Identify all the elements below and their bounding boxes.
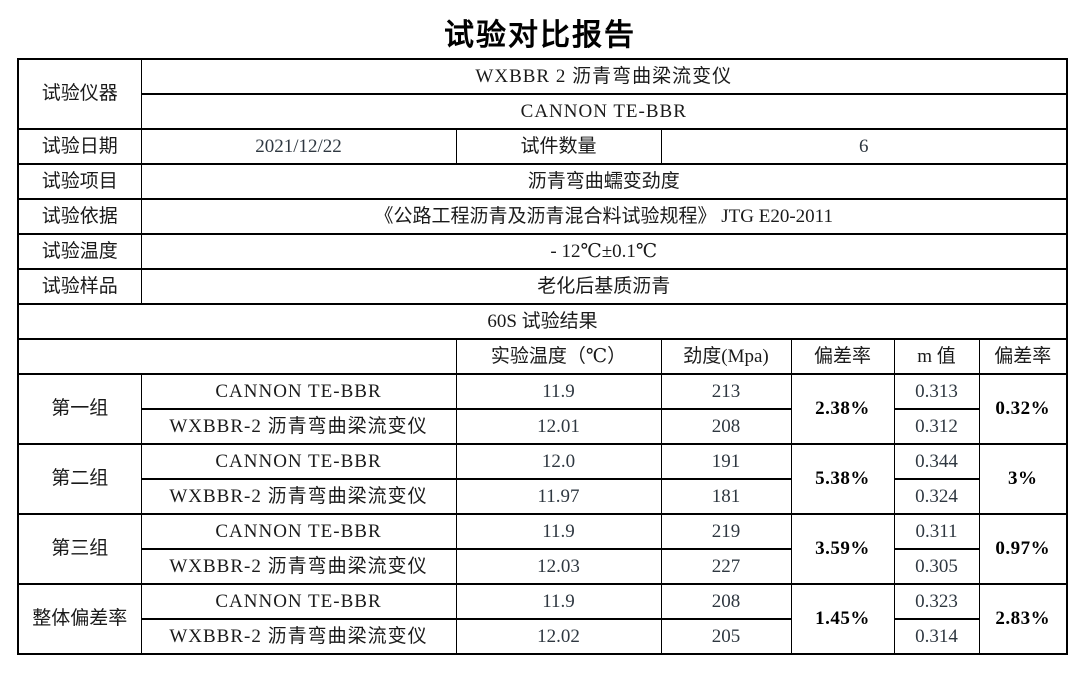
m-value-cell: 0.311 [893,513,980,550]
instrument-cell: CANNON TE-BBR [140,583,457,620]
temp-cell: 12.02 [455,618,662,655]
instrument-value-2: CANNON TE-BBR [140,93,1068,130]
instrument-cell: CANNON TE-BBR [140,513,457,550]
table-row: 第一组 CANNON TE-BBR 11.9 213 2.38% 0.313 0… [17,373,1068,445]
table-row: WXBBR-2 沥青弯曲梁流变仪 11.97 181 0.324 [18,478,1067,515]
instrument-cell: WXBBR-2 沥青弯曲梁流变仪 [140,548,457,585]
stiffness-cell: 181 [660,478,792,515]
m-value-cell: 0.305 [893,548,980,585]
basis-label: 试验依据 [17,198,142,235]
m-value-cell: 0.324 [893,478,980,515]
temp-cell: 12.03 [455,548,662,585]
group-label: 第二组 [17,443,142,515]
temperature-label: 试验温度 [17,233,142,270]
temp-cell: 11.9 [455,583,662,620]
results-section-title: 60S 试验结果 [17,303,1068,340]
m-deviation-cell: 2.83% [978,583,1068,655]
project-label: 试验项目 [17,163,142,200]
date-value: 2021/12/22 [140,128,457,165]
group-label: 第一组 [17,373,142,445]
header-stiffness: 劲度(Mpa) [660,338,792,375]
instrument-cell: CANNON TE-BBR [140,443,457,480]
stiffness-deviation-cell: 5.38% [790,443,895,515]
header-temperature: 实验温度（℃） [455,338,662,375]
report-table: 试验仪器 WXBBR 2 沥青弯曲梁流变仪 CANNON TE-BBR 试验日期… [17,58,1069,655]
table-row: 整体偏差率 CANNON TE-BBR 11.9 208 1.45% 0.323… [17,583,1068,655]
m-deviation-cell: 0.97% [978,513,1068,585]
temp-cell: 11.97 [455,478,662,515]
m-value-cell: 0.312 [893,408,980,445]
stiffness-cell: 227 [660,548,792,585]
header-deviation: 偏差率 [790,338,895,375]
table-row: 第二组 CANNON TE-BBR 12.0 191 5.38% 0.344 3… [17,443,1068,515]
temp-cell: 12.01 [455,408,662,445]
sample-value: 老化后基质沥青 [140,268,1068,305]
m-value-cell: 0.314 [893,618,980,655]
stiffness-deviation-cell: 2.38% [790,373,895,445]
m-deviation-cell: 0.32% [978,373,1068,445]
table-row: WXBBR-2 沥青弯曲梁流变仪 12.02 205 0.314 [18,618,1067,655]
header-m-value: m 值 [893,338,980,375]
stiffness-deviation-cell: 1.45% [790,583,895,655]
header-empty-cell [17,338,457,375]
stiffness-cell: 219 [660,513,792,550]
basis-value: 《公路工程沥青及沥青混合料试验规程》 JTG E20-2011 [140,198,1068,235]
stiffness-cell: 208 [660,583,792,620]
group-label: 整体偏差率 [17,583,142,655]
date-label: 试验日期 [17,128,142,165]
specimen-count-label: 试件数量 [455,128,662,165]
temperature-value: - 12℃±0.1℃ [140,233,1068,270]
m-value-cell: 0.323 [893,583,980,620]
header-deviation-2: 偏差率 [978,338,1068,375]
m-value-cell: 0.344 [893,443,980,480]
page-title: 试验对比报告 [444,19,636,52]
sample-label: 试验样品 [17,268,142,305]
instrument-cell: WXBBR-2 沥青弯曲梁流变仪 [140,478,457,515]
instrument-label: 试验仪器 [17,58,142,130]
specimen-count-value: 6 [660,128,1068,165]
table-row: WXBBR-2 沥青弯曲梁流变仪 12.01 208 0.312 [18,408,1067,445]
m-deviation-cell: 3% [978,443,1068,515]
stiffness-cell: 213 [660,373,792,410]
stiffness-cell: 191 [660,443,792,480]
table-row: WXBBR-2 沥青弯曲梁流变仪 12.03 227 0.305 [18,548,1067,585]
temp-cell: 11.9 [455,513,662,550]
m-value-cell: 0.313 [893,373,980,410]
stiffness-cell: 205 [660,618,792,655]
group-label: 第三组 [17,513,142,585]
instrument-cell: WXBBR-2 沥青弯曲梁流变仪 [140,408,457,445]
stiffness-deviation-cell: 3.59% [790,513,895,585]
temp-cell: 11.9 [455,373,662,410]
temp-cell: 12.0 [455,443,662,480]
project-value: 沥青弯曲蠕变劲度 [140,163,1068,200]
results-header-row: 实验温度（℃） 劲度(Mpa) 偏差率 m 值 偏差率 [17,338,1068,375]
instrument-cell: CANNON TE-BBR [140,373,457,410]
instrument-cell: WXBBR-2 沥青弯曲梁流变仪 [140,618,457,655]
instrument-value-1: WXBBR 2 沥青弯曲梁流变仪 [140,58,1068,95]
stiffness-cell: 208 [660,408,792,445]
table-row: 第三组 CANNON TE-BBR 11.9 219 3.59% 0.311 0… [17,513,1068,585]
